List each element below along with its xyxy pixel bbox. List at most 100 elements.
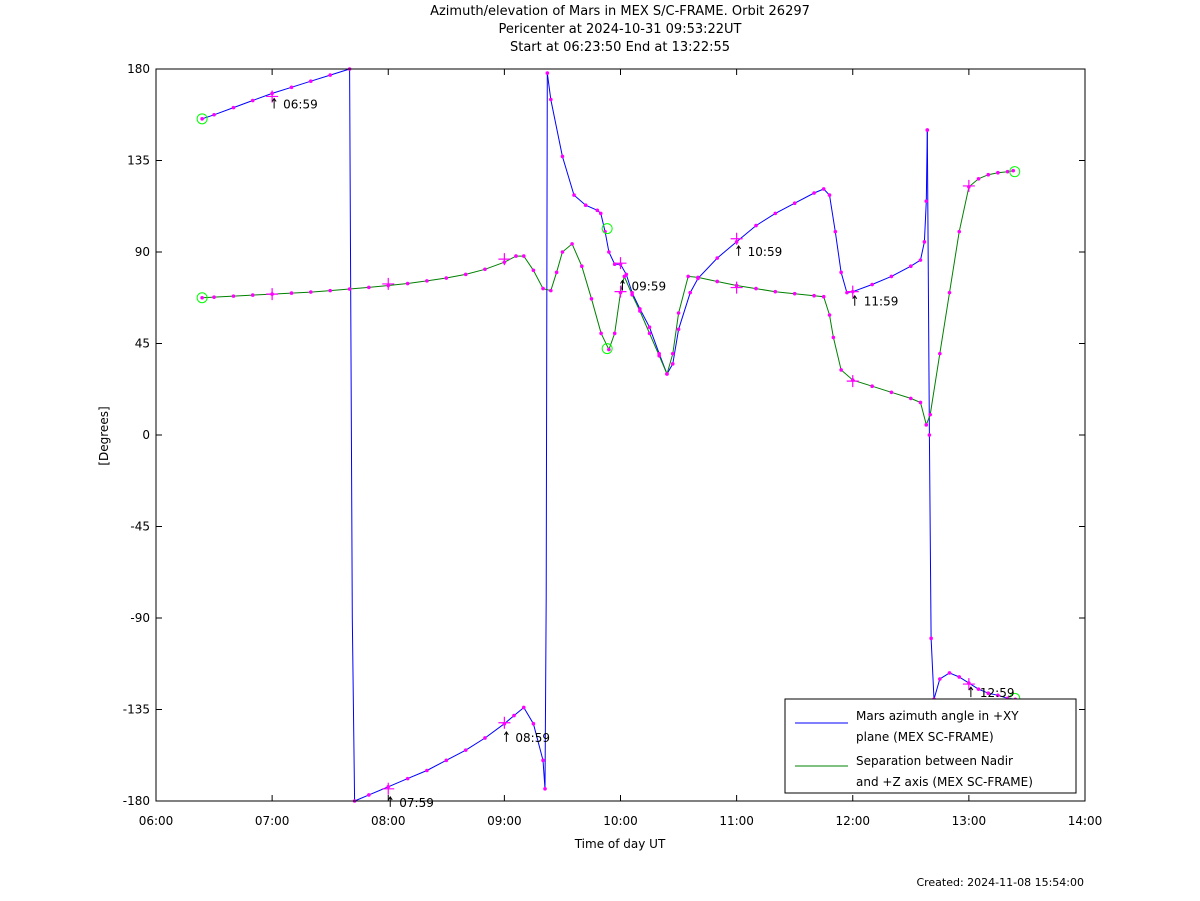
hour-cross-marker [382,782,395,795]
legend-label-separation-line1: Separation between Nadir [856,754,1013,768]
series-point-separation [347,287,352,291]
series-point-azimuth [918,258,923,262]
series-point-separation [531,268,536,273]
series-point-azimuth [231,105,236,110]
hour-annotation-label: 12:59 [980,686,1015,700]
x-tick-label: 08:00 [371,814,406,828]
hour-cross-marker [846,285,859,298]
series-point-separation [1011,168,1016,173]
hour-cross-marker [266,288,279,301]
series-point-azimuth [927,433,932,437]
series-point-azimuth [512,713,516,718]
hour-annotation-arrow [271,97,277,109]
series-point-separation [754,286,758,291]
series-point-separation [599,331,603,336]
series-point-separation [928,412,933,417]
series-point-separation [425,279,429,283]
hour-cross-marker [266,90,279,103]
pericenter-subtitle: Pericenter at 2024-10-31 09:53:22UT [498,22,742,37]
series-point-azimuth [870,282,874,287]
start-end-subtitle: Start at 06:23:50 End at 13:22:55 [509,40,731,55]
hour-cross-marker [498,253,511,266]
series-point-separation [250,293,255,297]
y-axis-label: [Degrees] [97,406,111,465]
hour-annotation-label: 09:59 [632,279,667,293]
series-point-azimuth [938,677,942,681]
series-point-separation [580,264,584,269]
series-point-azimuth [909,264,913,269]
series-point-azimuth [929,636,933,641]
series-point-separation [554,270,559,275]
series-point-separation [560,250,565,254]
series-point-azimuth [531,721,536,726]
series-point-azimuth [200,117,204,121]
hour-cross-marker [382,277,395,290]
series-line-azimuth [349,68,356,802]
series-point-azimuth [670,362,675,366]
plot-frame [155,68,1086,802]
hour-annotation-arrow [503,730,509,742]
series-point-azimuth [405,776,410,781]
x-axis-label: Time of day UT [574,837,666,851]
series-line-azimuth [933,672,1016,700]
chart-title: Azimuth/elevation of Mars in MEX S/C-FRA… [430,4,810,19]
series-point-azimuth [812,191,816,195]
series-point-azimuth [560,154,565,159]
series-point-azimuth [773,211,778,216]
created-timestamp: Created: 2024-11-08 15:54:00 [916,876,1084,889]
series-line-azimuth [354,706,546,802]
series-point-azimuth [792,201,797,205]
series-point-separation [909,396,913,401]
legend-label-azimuth-line2: plane (MEX SC-FRAME) [856,730,994,744]
series-point-separation [444,276,449,280]
series-point-separation [821,294,826,299]
series-point-azimuth [444,758,449,763]
series-point-separation [647,331,652,336]
series-point-separation [405,281,410,286]
series-point-azimuth [922,240,927,244]
series-point-azimuth [212,112,216,117]
x-tick-label: 06:00 [139,814,174,828]
series-point-azimuth [250,98,255,103]
series-point-separation [570,242,574,246]
series-point-separation [676,311,681,315]
series-point-azimuth [986,691,991,696]
y-tick-label: 45 [135,337,150,351]
series-point-separation [589,296,594,301]
series-point-separation [686,274,691,279]
y-tick-label: 180 [127,62,150,76]
x-tick-label: 09:00 [487,814,522,828]
series-point-separation [870,384,874,389]
hour-annotation-label: 11:59 [864,295,899,309]
series-point-separation [924,423,929,427]
series-point-azimuth [598,211,603,216]
series-point-azimuth [289,85,294,90]
series-point-azimuth [688,290,692,295]
endpoint-circle [601,343,613,355]
endpoint-circle [196,292,208,304]
series-point-azimuth [827,193,832,197]
series-point-separation [289,291,294,295]
series-point-separation [812,293,816,298]
series-point-separation [665,372,669,376]
endpoint-circle [1009,166,1021,178]
series-point-azimuth [947,671,952,675]
hour-annotation-label: 10:59 [748,245,783,259]
series-point-separation [938,351,942,356]
hour-annotation-label: 06:59 [283,97,318,111]
series-point-azimuth [924,199,929,203]
series-point-separation [607,347,611,352]
series-point-separation [231,294,236,298]
series-point-azimuth [833,229,838,234]
series-point-azimuth [676,327,681,332]
hour-cross-marker [730,232,743,245]
series-point-separation [831,335,836,340]
series-point-azimuth [463,748,468,752]
endpoint-circle [196,113,208,125]
series-point-separation [483,267,487,272]
series-point-separation [657,353,661,358]
series-line-azimuth [201,68,350,120]
y-tick-label: 0 [142,428,150,442]
series-point-separation [918,400,923,405]
